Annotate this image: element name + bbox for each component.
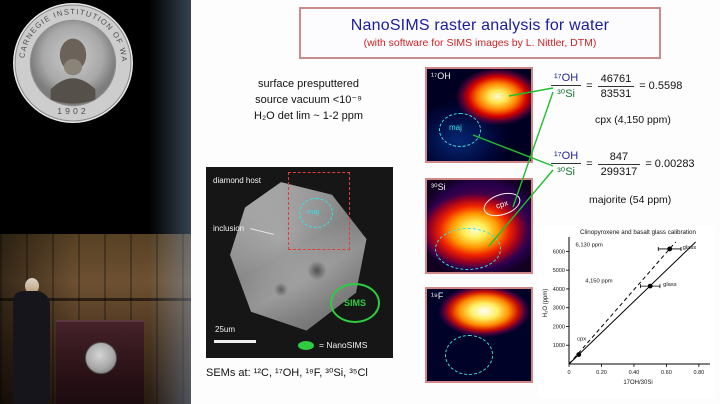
calibration-chart: Clinopyroxene and basalt glass calibrati… [539, 226, 715, 398]
cpx-outline: cpx [480, 188, 524, 221]
svg-text:glass: glass [663, 282, 677, 288]
sims-image-17oh-label: ¹⁷OH [431, 71, 451, 81]
eq1-den2: 83531 [600, 87, 632, 100]
sem-image: diamond host inclusion maj SIMS 25um = N… [206, 167, 393, 358]
slide-subtitle: (with software for SIMS images by L. Nit… [363, 37, 597, 49]
isotope-fraction: ¹⁷OH ³⁰Si [551, 72, 582, 100]
prep-line-3: H₂O det lim ~ 1-2 ppm [253, 110, 364, 122]
svg-text:4000: 4000 [553, 287, 565, 293]
svg-text:0.20: 0.20 [596, 370, 607, 376]
podium [56, 320, 144, 404]
eq2-result: = 0.00283 [645, 158, 695, 170]
svg-text:17OH/30Si: 17OH/30Si [623, 380, 652, 386]
eq2-den2: 299317 [600, 165, 638, 178]
eq2-num2: 847 [597, 151, 641, 165]
svg-text:0: 0 [567, 370, 570, 376]
svg-text:Clinopyroxene and basalt glass: Clinopyroxene and basalt glass calibrati… [580, 229, 696, 236]
svg-text:6,130 ppm: 6,130 ppm [575, 243, 603, 249]
lecture-hall-photo: CARNEGIE INSTITUTION OF WASHINGTON 1902 [0, 0, 191, 404]
sims-image-30si-label: ³⁰Si [431, 182, 446, 192]
maj-outline: maj [439, 113, 481, 147]
eq1-num1: ¹⁷OH [551, 72, 582, 86]
sims-spot-ellipse: SIMS [330, 283, 380, 323]
eq1-equals: = [586, 80, 593, 92]
nanosims-marker-icon [298, 340, 314, 350]
svg-text:5000: 5000 [553, 268, 565, 274]
outline-19f [445, 335, 493, 375]
svg-text:0.40: 0.40 [629, 370, 640, 376]
maj-outline-30si [435, 228, 501, 270]
eq1-den1: ³⁰Si [557, 88, 575, 100]
nanosims-legend-text: = NanoSIMS [319, 340, 368, 350]
prep-line-2: source vacuum <10⁻⁹ [255, 94, 362, 106]
eq2-num1: ¹⁷OH [551, 150, 582, 164]
ratio-equation-majorite: ¹⁷OH ³⁰Si = 847 299317 = 0.00283 [551, 150, 695, 178]
eq1-num2: 46761 [597, 73, 635, 87]
scale-text: 25um [215, 325, 236, 334]
sims-image-30si: ³⁰Si cpx [425, 178, 533, 274]
slide-title: NanoSIMS raster analysis for water [350, 17, 610, 34]
cpx-outline-label: cpx [494, 198, 510, 211]
inclusion-label: inclusion [213, 224, 245, 233]
svg-text:1000: 1000 [553, 343, 565, 349]
sims-image-17oh: ¹⁷OH maj [425, 67, 533, 163]
sims-label: SIMS [343, 298, 366, 308]
majorite-ppm-label: majorite (54 ppm) [589, 194, 672, 206]
maj-ellipse: maj [299, 198, 333, 228]
counts-fraction: 847 299317 [597, 151, 641, 178]
eq2-den1: ³⁰Si [557, 166, 575, 178]
speaker-silhouette [10, 278, 56, 404]
projector-screen-glow [149, 0, 191, 404]
counts-fraction: 46761 83531 [597, 73, 635, 100]
carnegie-seal: CARNEGIE INSTITUTION OF WASHINGTON 1902 [12, 2, 133, 123]
svg-text:cpx: cpx [577, 337, 586, 343]
speaker-body [13, 291, 50, 404]
calibration-chart-svg: Clinopyroxene and basalt glass calibrati… [543, 229, 710, 386]
wall-rail [0, 298, 191, 301]
speaker-head [25, 278, 39, 294]
sems-isotope-list: SEMs at: ¹²C, ¹⁷OH, ¹⁹F, ³⁰Si, ³⁵Cl [206, 367, 368, 379]
ratio-equation-cpx: ¹⁷OH ³⁰Si = 46761 83531 = 0.5598 [551, 72, 682, 100]
svg-text:0.60: 0.60 [661, 370, 672, 376]
nanosims-legend: = NanoSIMS [298, 340, 367, 350]
svg-text:0.80: 0.80 [694, 370, 705, 376]
scale-bar [214, 340, 256, 343]
podium-seal [85, 342, 117, 374]
prep-line-1: surface presputtered [258, 78, 359, 90]
diamond-host-label: diamond host [213, 176, 262, 185]
svg-text:6000: 6000 [553, 249, 565, 255]
sims-image-19f: ¹⁹F [425, 287, 533, 383]
prep-notes: surface presputtered source vacuum <10⁻⁹… [221, 76, 396, 124]
svg-text:H₂O (ppm): H₂O (ppm) [543, 289, 549, 318]
eq1-result: = 0.5598 [639, 80, 683, 92]
slide-title-box: NanoSIMS raster analysis for water (with… [299, 7, 661, 59]
maj-label: maj [307, 207, 320, 216]
presentation-slide: NanoSIMS raster analysis for water (with… [191, 0, 720, 404]
cpx-ppm-label: cpx (4,150 ppm) [595, 114, 671, 126]
svg-text:2000: 2000 [553, 324, 565, 330]
svg-text:4,150 ppm: 4,150 ppm [585, 278, 613, 284]
portrait-shoulders [50, 78, 96, 104]
eq2-equals: = [586, 158, 593, 170]
svg-text:glass: glass [683, 245, 697, 251]
raster-region-box [288, 172, 350, 250]
maj-outline-label: maj [449, 123, 462, 132]
isotope-fraction: ¹⁷OH ³⁰Si [551, 150, 582, 178]
svg-text:3000: 3000 [553, 306, 565, 312]
portrait-beard [63, 58, 83, 76]
lecture-hall-wall [0, 0, 191, 404]
seal-year: 1902 [57, 106, 88, 116]
sims-image-19f-label: ¹⁹F [431, 291, 444, 301]
